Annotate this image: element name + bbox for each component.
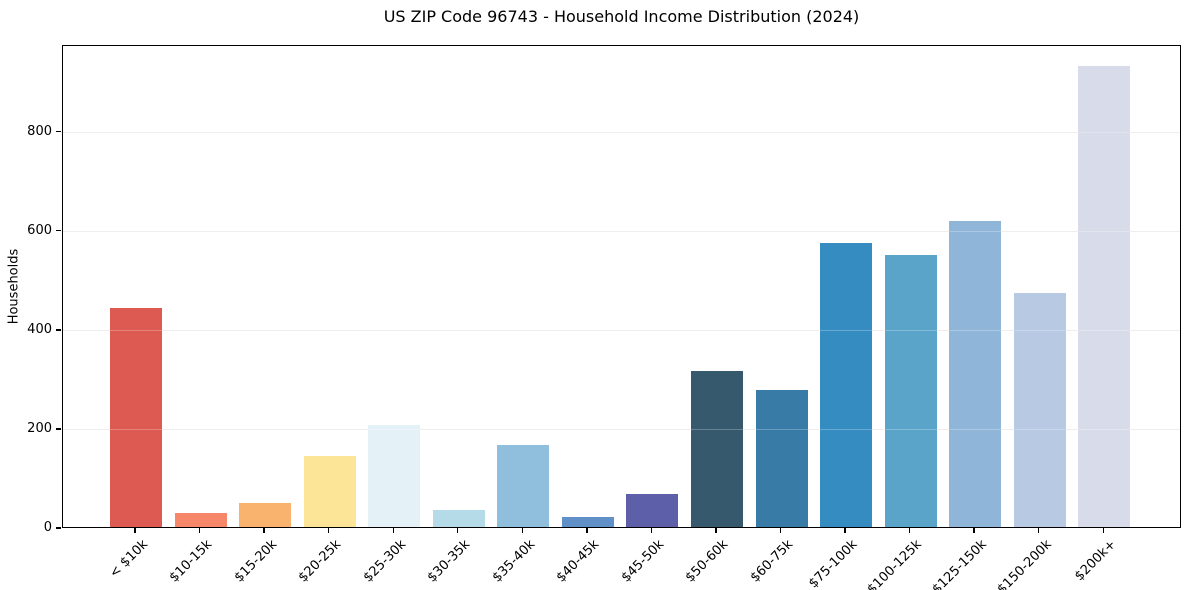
x-tick-mark-0 [134, 528, 136, 533]
bar-100-125k [884, 255, 937, 527]
bar-45-50k [626, 493, 679, 527]
y-tick-label-200: 200 [27, 420, 52, 436]
bar-40-45k [561, 517, 614, 527]
y-axis-label: Households [6, 248, 22, 325]
x-tick-mark-8 [650, 528, 653, 533]
bar-15-20k [239, 503, 292, 527]
x-tick-label: $10-15k [166, 537, 216, 586]
x-tick-mark-1 [198, 528, 201, 533]
x-tick-label: $15-20k [231, 537, 280, 586]
x-tick-mark-14 [1038, 528, 1040, 533]
x-tick-label: $150-200k [994, 537, 1055, 590]
gridline-800 [63, 132, 1180, 134]
y-tick-mark-400 [56, 329, 61, 331]
bar-200k [1078, 65, 1131, 527]
x-tick-mark-7 [586, 528, 588, 533]
x-tick-label: $200k+ [1071, 537, 1119, 585]
bar-10-15k [174, 513, 227, 527]
y-tick-mark-200 [56, 428, 61, 430]
gridline-600 [63, 231, 1180, 233]
x-tick-mark-11 [844, 528, 846, 533]
plot-area [62, 45, 1181, 528]
x-tick-label: $40-45k [553, 537, 603, 586]
x-tick-label: $45-50k [618, 537, 667, 586]
bar-60-75k [755, 389, 808, 527]
gridline-400 [63, 330, 1180, 332]
y-tick-label-800: 800 [27, 123, 52, 139]
bar-125-150k [949, 220, 1002, 527]
gridline-overlay-600 [63, 231, 1180, 233]
gridline-200 [63, 429, 1180, 431]
bar-20-25k [303, 455, 356, 527]
x-tick-mark-3 [327, 528, 330, 533]
bar-75-100k [820, 243, 873, 527]
bar-50-60k [690, 370, 743, 527]
x-tick-label: $50-60k [683, 537, 732, 586]
bar-35-40k [497, 444, 550, 527]
x-tick-label: $125-150k [929, 537, 990, 590]
y-tick-label-600: 600 [27, 222, 52, 238]
y-tick-mark-0 [56, 527, 61, 529]
x-tick-mark-12 [908, 528, 911, 533]
chart-title: US ZIP Code 96743 - Household Income Dis… [383, 7, 860, 26]
bar-10k [110, 307, 162, 527]
gridline-overlay-800 [63, 132, 1180, 134]
x-tick-label: < $10k [106, 537, 151, 582]
y-tick-label-0: 0 [43, 520, 52, 535]
bar-150-200k [1013, 293, 1066, 527]
x-tick-label: $100-125k [865, 537, 926, 590]
x-tick-label: $35-40k [489, 537, 538, 586]
x-tick-mark-13 [973, 528, 975, 533]
x-tick-mark-9 [715, 528, 717, 533]
bar-25-30k [368, 425, 421, 527]
y-tick-mark-800 [56, 130, 61, 133]
bar-30-35k [432, 510, 485, 527]
x-tick-mark-10 [779, 528, 782, 533]
x-tick-mark-4 [392, 528, 394, 533]
x-tick-mark-6 [521, 528, 523, 533]
x-tick-label: $75-100k [806, 537, 861, 590]
x-tick-mark-2 [263, 528, 265, 533]
gridline-overlay-200 [63, 429, 1180, 431]
gridline-overlay-400 [63, 330, 1180, 332]
y-tick-label-400: 400 [27, 321, 52, 337]
x-tick-label: $30-35k [424, 537, 474, 586]
x-tick-label: $25-30k [360, 537, 409, 586]
x-tick-label: $20-25k [295, 537, 345, 586]
x-tick-mark-15 [1102, 528, 1104, 533]
x-tick-label: $60-75k [747, 537, 797, 586]
x-tick-mark-5 [457, 528, 459, 533]
y-tick-mark-600 [56, 230, 61, 232]
